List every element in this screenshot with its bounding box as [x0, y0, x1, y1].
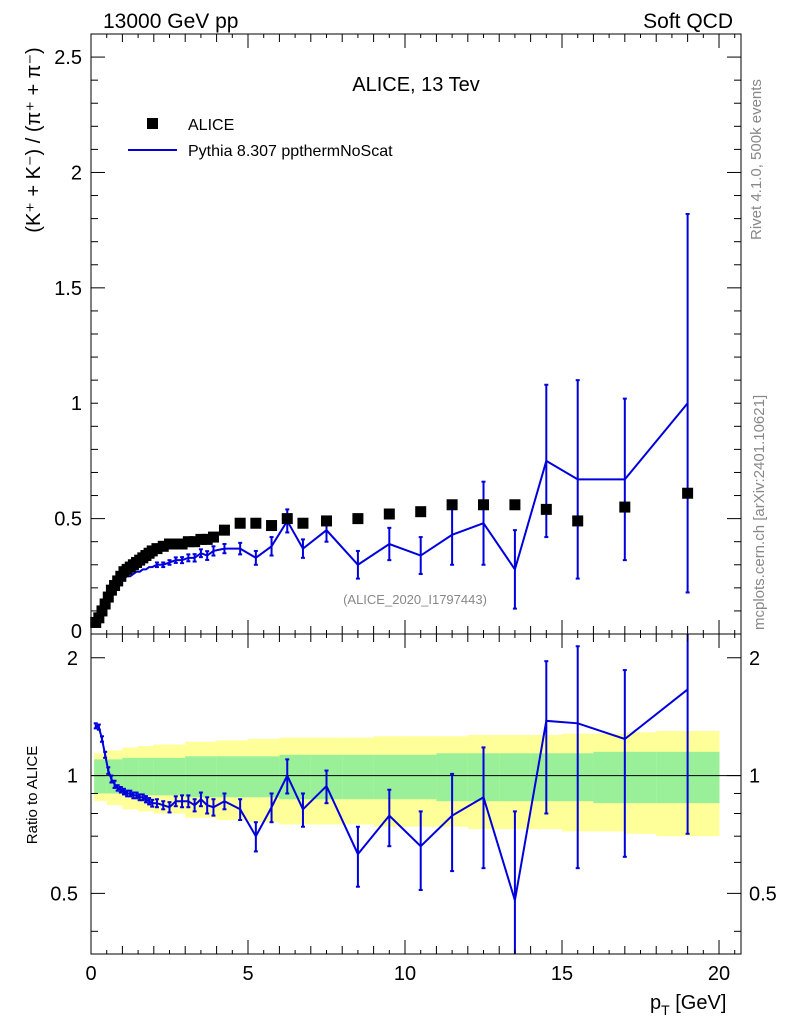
band-inner-segment	[687, 751, 720, 804]
alice-data-point	[415, 506, 427, 518]
x-tick-label: 0	[85, 963, 96, 985]
alice-data-point	[540, 503, 552, 515]
y-tick-label-bottom-right: 1	[749, 766, 760, 788]
band-inner-segment	[405, 754, 437, 800]
alice-data-point	[99, 598, 111, 610]
alice-data-point	[234, 517, 246, 529]
alice-data-point	[157, 540, 169, 552]
ratio-line	[95, 688, 689, 901]
alice-data-point	[321, 515, 333, 527]
alice-data-point	[250, 517, 262, 529]
y-tick-label-bottom-right: 0.5	[749, 883, 777, 905]
x-axis-label-main: p	[650, 992, 661, 1014]
analysis-tag: (ALICE_2020_I1797443)	[343, 592, 487, 607]
y-tick-label-top: 1.5	[54, 278, 82, 300]
band-inner-segment	[216, 756, 249, 798]
axis-ticks	[90, 33, 741, 954]
alice-data-point	[182, 536, 194, 548]
alice-data-point	[266, 520, 278, 532]
y-tick-label-top: 1	[71, 393, 82, 415]
axis-tick-labels: 0 5 10 15 20 0 0.5 1 1.5 2 2.5 0.5 0.5 1 1 2 2	[50, 47, 777, 985]
alice-data-point	[383, 508, 395, 520]
rivet-version-label: Rivet 4.1.0, 500k events	[748, 79, 765, 240]
alice-data-point	[619, 501, 631, 513]
y-axis-label-bottom: Ratio to ALICE	[24, 746, 41, 844]
x-tick-label: 5	[242, 963, 253, 985]
alice-data-point	[509, 499, 521, 511]
alice-data-point	[218, 524, 230, 536]
alice-data-point	[170, 538, 182, 550]
band-inner-segment	[138, 757, 155, 796]
alice-data-point	[201, 533, 213, 545]
y-tick-label-top: 2.5	[54, 47, 82, 69]
band-inner-segment	[656, 751, 689, 804]
x-tick-label: 15	[551, 963, 573, 985]
alice-data-point	[93, 612, 105, 624]
y-tick-label-bottom-right: 2	[749, 648, 760, 670]
band-inner-segment	[342, 754, 375, 800]
x-axis-label-subscript: T	[661, 1002, 670, 1018]
alice-data-point	[297, 517, 309, 529]
alice-data-point	[352, 513, 364, 525]
alice-data-point	[446, 499, 458, 511]
legend-label-mc: Pythia 8.307 ppthermNoScat	[188, 143, 393, 160]
alice-data-point	[281, 513, 293, 525]
alice-data-point	[572, 515, 584, 527]
y-tick-label-bottom-left: 2	[67, 648, 78, 670]
y-tick-label-bottom-left: 0.5	[50, 883, 78, 905]
band-inner-segment	[593, 751, 626, 804]
band-inner-segment	[122, 757, 139, 796]
header-process: 13000 GeV pp	[103, 10, 238, 33]
mc-series-top	[94, 213, 690, 619]
mc-ratio-series	[93, 634, 690, 954]
x-tick-label: 10	[394, 963, 416, 985]
band-inner-segment	[185, 756, 218, 798]
mcplots-label: mcplots.cern.ch [arXiv:2401.10621]	[751, 395, 768, 630]
plot-title: ALICE, 13 Tev	[352, 74, 479, 96]
alice-data-point	[478, 499, 490, 511]
y-tick-label-bottom-left: 1	[67, 766, 78, 788]
legend-label-alice: ALICE	[188, 117, 234, 134]
x-axis-label: pT [GeV]	[650, 992, 726, 1018]
alice-data-point	[207, 531, 219, 543]
y-tick-label-top: 0	[71, 621, 82, 643]
band-inner-segment	[248, 756, 280, 798]
y-tick-label-top: 2	[71, 162, 82, 184]
alice-data-point	[102, 591, 114, 603]
y-tick-label-top: 0.5	[54, 509, 82, 531]
alice-data-point	[195, 533, 207, 545]
band-inner-segment	[94, 759, 108, 794]
alice-data-series	[90, 487, 694, 628]
alice-data-point	[151, 543, 163, 555]
alice-data-point	[176, 538, 188, 550]
x-tick-label: 20	[708, 963, 730, 985]
y-axis-label-top: (K⁺ + K⁻) / (π⁺ + π⁻)	[23, 47, 45, 232]
band-inner-segment	[624, 751, 657, 804]
band-inner-segment	[499, 753, 532, 802]
header-category: Soft QCD	[643, 10, 733, 33]
band-inner-segment	[153, 757, 186, 796]
alice-data-point	[189, 536, 201, 548]
alice-data-point	[682, 487, 694, 499]
x-axis-label-unit: [GeV]	[670, 992, 727, 1014]
legend-marker-alice	[147, 118, 158, 129]
alice-data-point	[164, 538, 176, 550]
ratio-panel-frame	[90, 633, 742, 955]
alice-data-point	[96, 605, 108, 617]
